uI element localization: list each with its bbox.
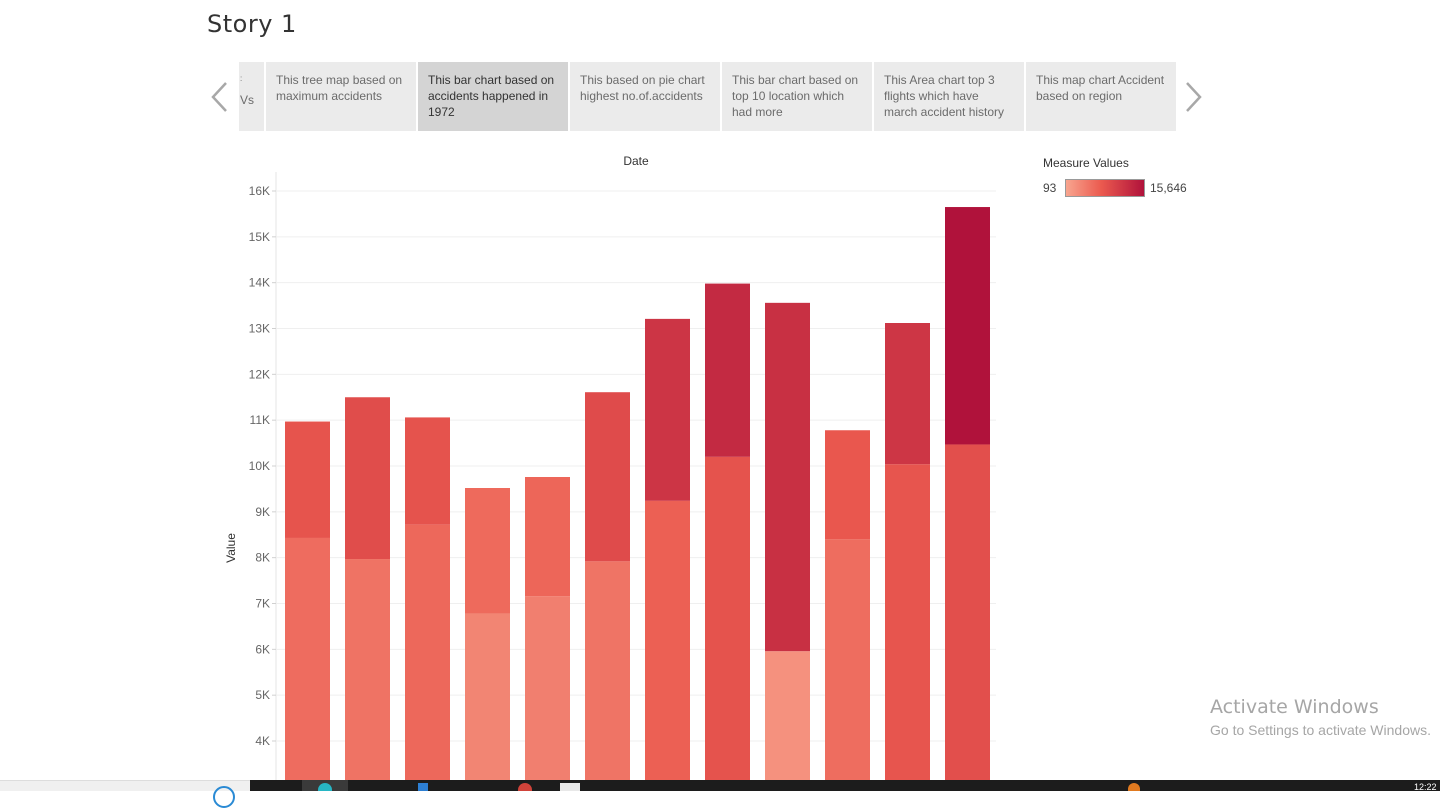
bar-segment-lower[interactable] [285,537,330,780]
legend-title: Measure Values [1043,156,1129,170]
y-tick-label: 10K [249,459,270,473]
bar-segment-upper[interactable] [765,302,810,652]
y-tick-label: 11K [250,413,270,427]
bar-segment-lower[interactable] [645,500,690,780]
taskbar-search-area[interactable] [0,780,250,808]
legend-gradient-bar [1065,179,1145,197]
previous-story-point-button[interactable] [209,80,231,114]
story-point-2-active[interactable]: This bar chart based on accidents happen… [418,62,568,131]
taskbar: 12:22 [250,780,1440,792]
y-tick-label: 16K [249,184,270,198]
next-story-point-button[interactable] [1182,80,1204,114]
bar-segment-upper[interactable] [405,417,450,525]
bar-segment-upper[interactable] [945,207,990,445]
bar-segment-upper[interactable] [885,323,930,465]
y-tick-label: 15K [249,230,270,244]
story-point-3[interactable]: This based on pie chart highest no.of.ac… [570,62,720,131]
bar-segment-upper[interactable] [525,477,570,597]
y-tick-label: 14K [249,276,270,290]
y-tick-label: 9K [255,505,270,519]
cortana-icon[interactable] [213,786,235,808]
bar-segment-lower[interactable] [585,561,630,780]
chevron-right-icon [1186,82,1202,112]
taskbar-clock[interactable]: 12:22 [1414,782,1437,792]
bar-segment-upper[interactable] [585,392,630,562]
gridlines [275,172,996,780]
tray-app-icon[interactable] [1128,783,1140,791]
bar-segment-upper[interactable] [285,421,330,538]
bar-segment-lower[interactable] [825,539,870,780]
story-navigator: : Vs This tree map based on maximum acci… [239,62,1176,131]
story-point-6[interactable]: This map chart Accident based on region [1026,62,1176,131]
bar-segment-lower[interactable] [765,651,810,780]
y-tick-label: 5K [255,688,270,702]
bar-segment-upper[interactable] [465,488,510,614]
bar-segment-lower[interactable] [885,464,930,780]
bar-segment-lower[interactable] [525,596,570,780]
story-point-0-label: Vs [240,93,255,107]
story-point-4[interactable]: This bar chart based on top 10 location … [722,62,872,131]
bar-segment-upper[interactable] [825,430,870,540]
y-tick-label: 13K [249,322,270,336]
y-tick-label: 4K [255,734,270,748]
bar-segment-lower[interactable] [345,559,390,780]
taskbar-active-app[interactable] [302,780,348,791]
store-icon[interactable] [560,783,580,791]
bar-segment-upper[interactable] [345,397,390,560]
bar-chart: 4K 5K 6K 7K 8K 9K 10K 11K 12K 13K 14K 15K 16K Date V… [220,150,1020,780]
story-title: Story 1 [207,10,297,38]
bars [285,207,990,780]
bar-segment-lower[interactable] [945,444,990,780]
bar-segment-upper[interactable] [705,283,750,457]
tableau-app-icon [318,783,332,791]
color-legend[interactable]: Measure Values 93 15,646 [1043,156,1187,197]
file-explorer-icon[interactable] [418,783,428,791]
windows-activation-watermark: Activate Windows Go to Settings to activ… [1210,696,1431,738]
y-tick-label: 8K [255,551,270,565]
watermark-subtitle: Go to Settings to activate Windows. [1210,722,1431,738]
watermark-title: Activate Windows [1210,696,1379,718]
legend-gradient-row: 93 15,646 [1043,179,1203,199]
y-tick-label: 6K [255,642,270,656]
bar-segment-upper[interactable] [645,318,690,501]
legend-max-value: 15,646 [1150,181,1187,195]
chevron-left-icon [211,82,227,112]
browser-icon[interactable] [518,783,532,791]
y-tick-label: 7K [255,597,270,611]
chart-column-header: Date [623,154,649,168]
bar-segment-lower[interactable] [705,456,750,780]
story-point-0[interactable]: : Vs [239,62,264,131]
bar-segment-lower[interactable] [405,524,450,780]
bar-chart-svg: 4K 5K 6K 7K 8K 9K 10K 11K 12K 13K 14K 15K 16K Date V… [224,154,996,780]
y-axis-title: Value [224,533,238,563]
bar-segment-lower[interactable] [465,613,510,780]
story-point-1[interactable]: This tree map based on maximum accidents [266,62,416,131]
story-point-0-truncation-mark: : [240,74,243,83]
y-tick-label: 12K [249,367,270,381]
legend-min-value: 93 [1043,181,1057,195]
y-axis-ticks: 4K 5K 6K 7K 8K 9K 10K 11K 12K 13K 14K 15K 16K [249,184,276,748]
story-point-5[interactable]: This Area chart top 3 flights which have… [874,62,1024,131]
